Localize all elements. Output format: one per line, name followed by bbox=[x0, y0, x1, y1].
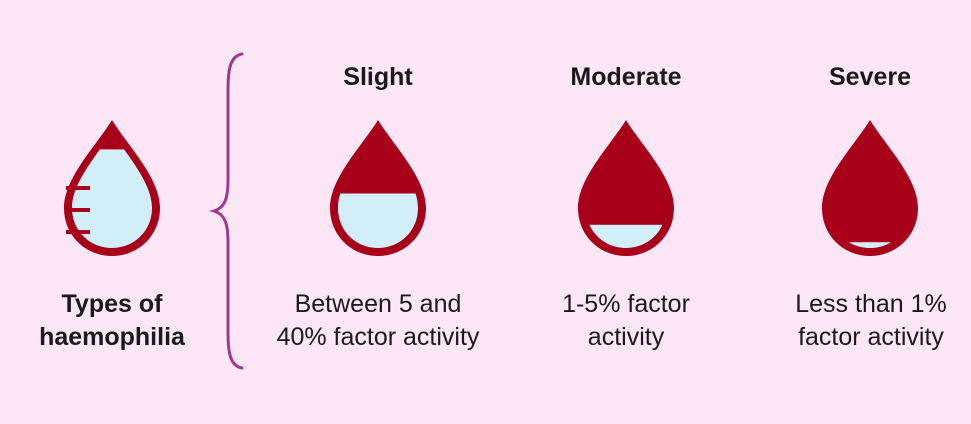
slight-drop-icon bbox=[330, 120, 426, 256]
caption-moderate: 1-5% factor activity bbox=[528, 288, 724, 354]
caption-slight-line2: 40% factor activity bbox=[276, 323, 480, 351]
severe-drop-icon bbox=[822, 120, 918, 256]
types-label-line2: haemophilia bbox=[39, 323, 185, 351]
factor-activity-level bbox=[830, 242, 910, 248]
heading-severe: Severe bbox=[828, 63, 912, 91]
heading-moderate: Moderate bbox=[570, 63, 682, 91]
types-label-line1: Types of bbox=[61, 290, 163, 318]
caption-moderate-line2: activity bbox=[587, 323, 665, 351]
factor-activity-level bbox=[586, 224, 666, 248]
caption-severe-line1: Less than 1% bbox=[795, 290, 947, 318]
types-label: Types of haemophilia bbox=[20, 288, 204, 354]
caption-slight-line1: Between 5 and bbox=[294, 290, 462, 318]
reference-drop-icon bbox=[64, 120, 160, 256]
curly-brace bbox=[208, 52, 244, 370]
caption-severe: Less than 1% factor activity bbox=[776, 288, 966, 354]
caption-slight: Between 5 and 40% factor activity bbox=[250, 288, 506, 354]
caption-moderate-line1: 1-5% factor bbox=[562, 290, 690, 318]
caption-severe-line2: factor activity bbox=[798, 323, 944, 351]
moderate-drop-icon bbox=[578, 120, 674, 256]
heading-slight: Slight bbox=[343, 63, 413, 91]
